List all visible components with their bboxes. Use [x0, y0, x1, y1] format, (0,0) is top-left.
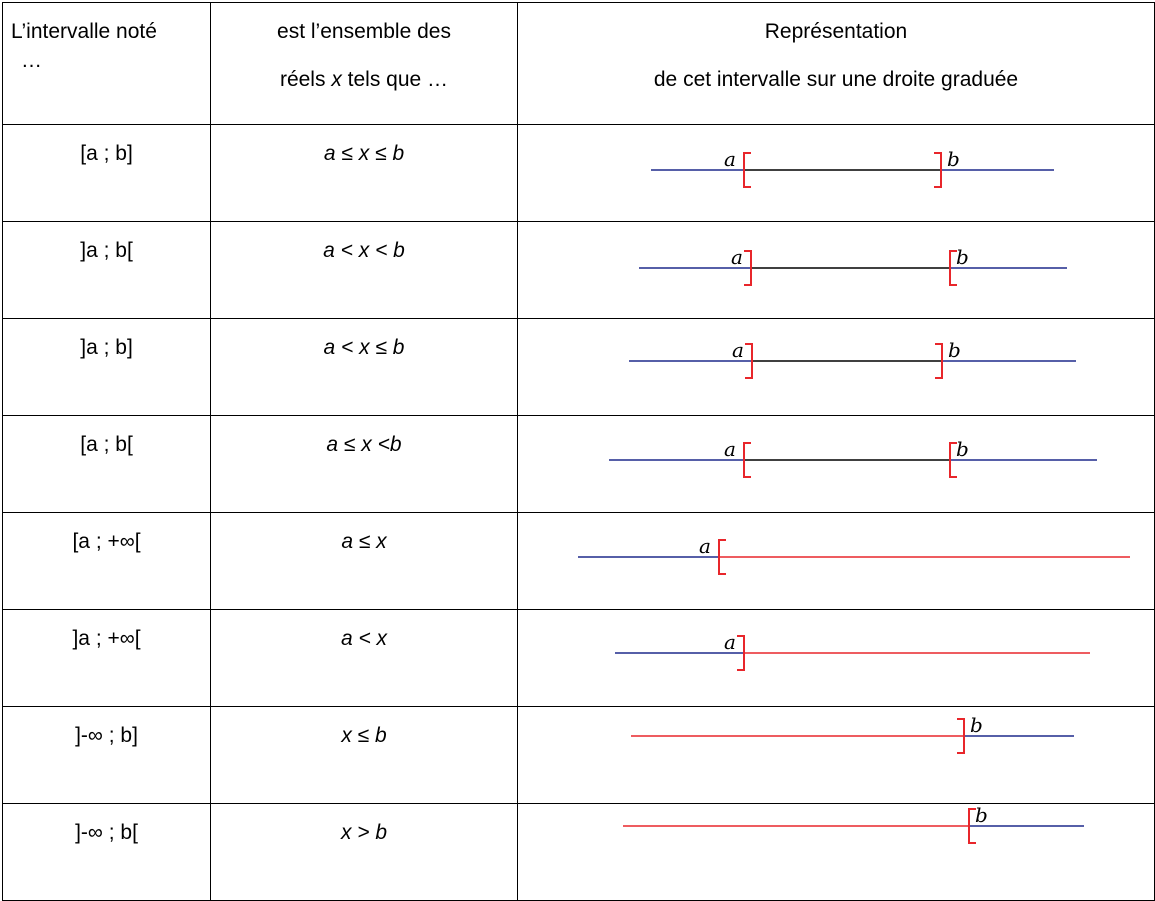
- interval-notation: ]-∞ ; b]: [75, 724, 138, 747]
- bracket-b: [956, 718, 965, 754]
- bracket-a: [742, 442, 751, 478]
- bracket-b: [967, 808, 976, 844]
- representation-cell: b: [516, 706, 1155, 804]
- condition-cell: x ≤ b: [210, 706, 518, 804]
- interval-notation: ]-∞ ; b[: [75, 821, 138, 844]
- bracket-b: [948, 442, 957, 478]
- label-b: b: [970, 713, 983, 737]
- condition-cell: x > b: [210, 803, 518, 901]
- notation-cell: [a ; b]: [1, 124, 212, 222]
- interval-condition: a < x ≤ b: [323, 336, 405, 359]
- interval-condition: a < x: [340, 627, 388, 650]
- interval-condition: a < x < b: [323, 239, 405, 262]
- header-row: L’intervalle noté … est l’ensemble des r…: [1, 2, 1155, 125]
- label-b: b: [948, 338, 961, 362]
- number-line-diagram: b: [622, 804, 1084, 844]
- condition-cell: a ≤ x ≤ b: [210, 124, 518, 222]
- interval-notation: ]a ; b[: [80, 239, 133, 262]
- label-a: a: [724, 437, 736, 461]
- header-condition-line1: est l’ensemble des: [277, 20, 451, 43]
- header-condition-line2: réels x tels que …: [279, 68, 449, 91]
- bracket-b: [934, 343, 943, 379]
- representation-cell: a: [516, 512, 1155, 610]
- condition-cell: a < x: [210, 609, 518, 707]
- representation-cell: a: [516, 609, 1155, 707]
- label-a: a: [724, 630, 736, 654]
- interval-condition: a ≤ x: [341, 530, 387, 553]
- header-condition: est l’ensemble des réels x tels que …: [210, 2, 518, 125]
- interval-row: ]a ; +∞[ a < x a: [1, 609, 1155, 707]
- number-line-diagram: a: [577, 534, 1130, 575]
- interval-notation: ]a ; +∞[: [72, 627, 141, 650]
- interval-row: ]-∞ ; b] x ≤ b b: [1, 706, 1155, 804]
- bracket-a: [743, 250, 752, 286]
- interval-condition: a ≤ x <b: [326, 433, 402, 456]
- label-b: b: [947, 147, 960, 171]
- notation-cell: [a ; +∞[: [1, 512, 212, 610]
- number-line-diagram: a: [614, 630, 1090, 671]
- header-notation-line2: …: [21, 49, 42, 72]
- bracket-a: [717, 539, 726, 575]
- bracket-a: [742, 152, 751, 188]
- label-a: a: [724, 147, 736, 171]
- representation-cell: b: [516, 803, 1155, 901]
- bracket-a: [744, 343, 753, 379]
- notation-cell: ]a ; b[: [1, 221, 212, 319]
- notation-cell: [a ; b[: [1, 415, 212, 513]
- condition-cell: a < x < b: [210, 221, 518, 319]
- header-representation-line1: Représentation: [764, 20, 908, 43]
- interval-condition: x ≤ b: [341, 724, 387, 747]
- label-a: a: [732, 338, 744, 362]
- interval-row: ]-∞ ; b[ x > b b: [1, 803, 1155, 901]
- bracket-b: [948, 250, 957, 286]
- notation-cell: ]a ; +∞[: [1, 609, 212, 707]
- interval-notation: [a ; b[: [80, 433, 133, 456]
- interval-notation: [a ; +∞[: [72, 530, 141, 553]
- bracket-b: [933, 152, 942, 188]
- interval-notation: [a ; b]: [80, 142, 133, 165]
- bracket-a: [736, 635, 745, 671]
- notation-cell: ]-∞ ; b[: [1, 803, 212, 901]
- label-a: a: [699, 534, 711, 558]
- interval-condition: a ≤ x ≤ b: [323, 142, 405, 165]
- condition-cell: a < x ≤ b: [210, 318, 518, 416]
- interval-notation: ]a ; b]: [80, 336, 133, 359]
- header-representation: Représentation de cet intervalle sur une…: [516, 2, 1155, 125]
- interval-row: [a ; +∞[ a ≤ x a: [1, 512, 1155, 610]
- header-notation: L’intervalle noté …: [1, 2, 212, 125]
- notation-cell: ]a ; b]: [1, 318, 212, 416]
- label-a: a: [731, 245, 743, 269]
- label-b: b: [956, 245, 969, 269]
- interval-condition: x > b: [340, 821, 388, 844]
- label-b: b: [975, 804, 988, 827]
- header-notation-line1: L’intervalle noté: [11, 20, 157, 43]
- interval-row: [a ; b[a ≤ x <b a b: [1, 415, 1155, 513]
- notation-cell: ]-∞ ; b]: [1, 706, 212, 804]
- condition-cell: a ≤ x: [210, 512, 518, 610]
- header-representation-line2: de cet intervalle sur une droite graduée: [653, 68, 1019, 91]
- condition-cell: a ≤ x <b: [210, 415, 518, 513]
- number-line-diagram: b: [630, 713, 1074, 754]
- label-b: b: [956, 437, 969, 461]
